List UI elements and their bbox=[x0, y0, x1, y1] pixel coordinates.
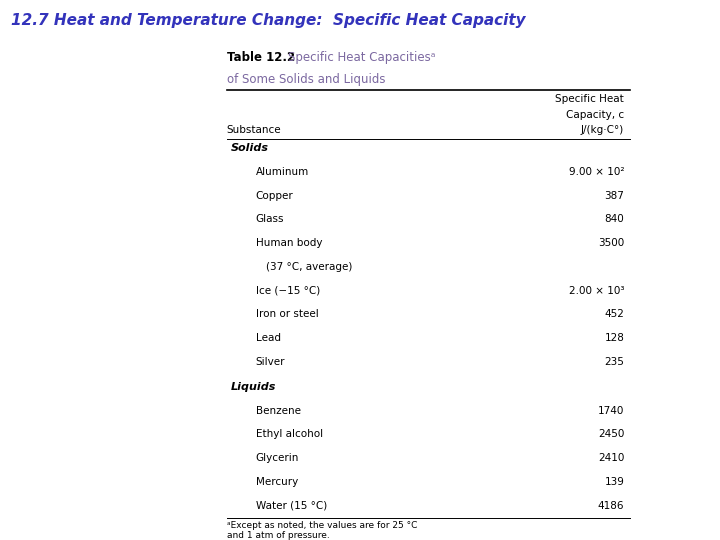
Text: Liquids: Liquids bbox=[230, 382, 276, 392]
Text: Specific Heat Capacitiesᵃ: Specific Heat Capacitiesᵃ bbox=[288, 51, 436, 64]
Text: Glass: Glass bbox=[256, 214, 284, 225]
Text: ᵃExcept as noted, the values are for 25 °C
and 1 atm of pressure.: ᵃExcept as noted, the values are for 25 … bbox=[227, 521, 417, 540]
Text: Table 12.2: Table 12.2 bbox=[227, 51, 295, 64]
Text: 2410: 2410 bbox=[598, 453, 624, 463]
Text: Benzene: Benzene bbox=[256, 406, 301, 416]
Text: (37 °C, average): (37 °C, average) bbox=[266, 262, 353, 272]
Text: 2.00 × 10³: 2.00 × 10³ bbox=[569, 286, 624, 296]
Text: Substance: Substance bbox=[227, 125, 282, 135]
Text: Iron or steel: Iron or steel bbox=[256, 309, 318, 320]
Text: 139: 139 bbox=[604, 477, 624, 487]
Text: Ethyl alcohol: Ethyl alcohol bbox=[256, 429, 323, 440]
Text: Capacity, c: Capacity, c bbox=[566, 110, 624, 120]
Text: Silver: Silver bbox=[256, 357, 285, 367]
Text: Specific Heat: Specific Heat bbox=[556, 94, 624, 105]
Text: 2450: 2450 bbox=[598, 429, 624, 440]
Text: Water (15 °C): Water (15 °C) bbox=[256, 501, 327, 511]
Text: 4186: 4186 bbox=[598, 501, 624, 511]
Text: of Some Solids and Liquids: of Some Solids and Liquids bbox=[227, 73, 385, 86]
Text: 452: 452 bbox=[604, 309, 624, 320]
Text: 9.00 × 10²: 9.00 × 10² bbox=[569, 167, 624, 177]
Text: Glycerin: Glycerin bbox=[256, 453, 299, 463]
Text: 1740: 1740 bbox=[598, 406, 624, 416]
Text: Solids: Solids bbox=[230, 143, 269, 153]
Text: Human body: Human body bbox=[256, 238, 322, 248]
Text: 387: 387 bbox=[604, 191, 624, 201]
Text: 3500: 3500 bbox=[598, 238, 624, 248]
Text: 840: 840 bbox=[605, 214, 624, 225]
Text: Aluminum: Aluminum bbox=[256, 167, 309, 177]
Text: 12.7 Heat and Temperature Change:  Specific Heat Capacity: 12.7 Heat and Temperature Change: Specif… bbox=[11, 14, 526, 29]
Text: Ice (−15 °C): Ice (−15 °C) bbox=[256, 286, 320, 296]
Text: Lead: Lead bbox=[256, 333, 281, 343]
Text: 128: 128 bbox=[604, 333, 624, 343]
Text: Copper: Copper bbox=[256, 191, 293, 201]
Text: Mercury: Mercury bbox=[256, 477, 298, 487]
Text: 235: 235 bbox=[604, 357, 624, 367]
Text: J/(kg·C°): J/(kg·C°) bbox=[581, 125, 624, 135]
